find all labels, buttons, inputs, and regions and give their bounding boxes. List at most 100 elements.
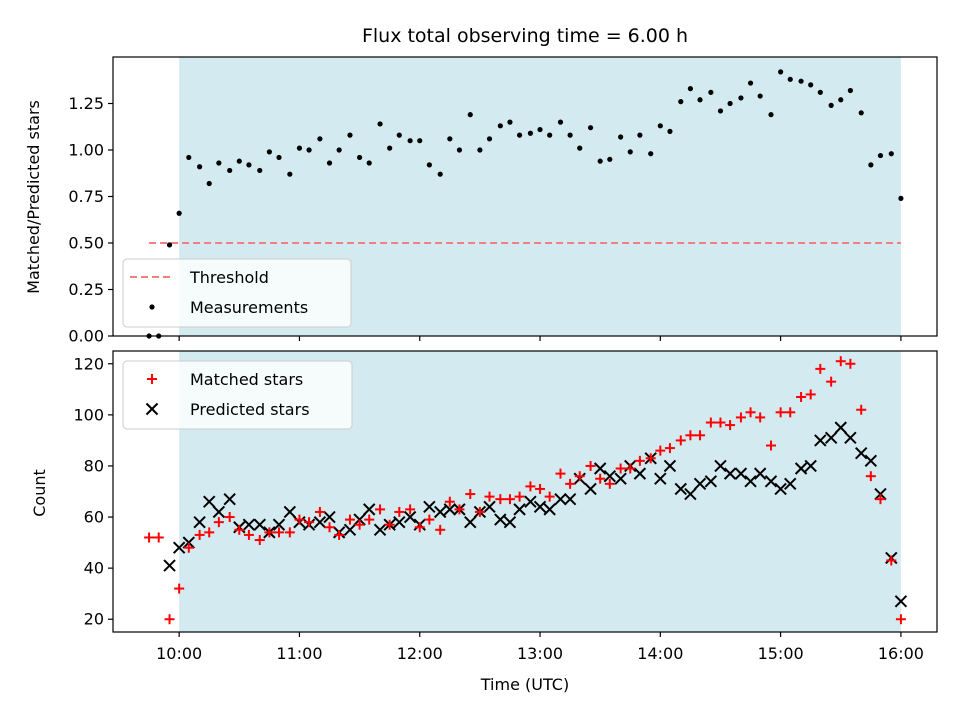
x-axis-label: Time (UTC) — [480, 675, 569, 694]
matched-point — [525, 481, 536, 492]
legend-threshold-label: Threshold — [189, 268, 269, 287]
measurement-point — [557, 119, 564, 125]
measurement-point — [667, 128, 673, 134]
matched-point — [645, 453, 656, 464]
cross-stroke-b — [734, 467, 748, 480]
cross-stroke-b — [272, 518, 286, 531]
y-tick-label: 20 — [84, 610, 104, 629]
matched-point — [856, 404, 867, 415]
matched-point — [604, 478, 615, 489]
predicted-point — [693, 477, 707, 491]
cross-stroke-b — [203, 495, 216, 508]
cross-stroke-b — [464, 515, 477, 529]
measurement-point — [296, 145, 303, 151]
cross-stroke-b — [794, 462, 808, 475]
matched-point — [775, 407, 786, 418]
cross-stroke-b — [323, 510, 336, 524]
predicted-point — [464, 515, 477, 529]
cross-stroke-b — [393, 515, 406, 529]
matched-point — [565, 478, 576, 489]
measurement-point — [597, 158, 603, 164]
legend-predicted-label: Predicted stars — [190, 400, 310, 419]
cross-stroke-b — [524, 495, 537, 508]
predicted-point — [212, 505, 226, 519]
predicted-point — [172, 541, 186, 554]
matched-point — [535, 483, 546, 494]
measurement-point — [236, 158, 242, 164]
predicted-point — [794, 462, 808, 475]
cross-stroke-b — [443, 503, 457, 516]
cross-stroke-b — [193, 515, 206, 529]
measurement-point — [607, 156, 613, 162]
x-tick-label: 12:00 — [397, 644, 443, 663]
predicted-point — [774, 482, 787, 496]
measurement-point — [768, 112, 774, 118]
matched-point — [755, 412, 766, 423]
predicted-point — [433, 505, 447, 519]
predicted-point — [353, 513, 366, 526]
measurement-point — [336, 147, 342, 153]
measurement-point — [577, 145, 583, 151]
cross-stroke-b — [864, 454, 878, 468]
matched-point — [835, 356, 846, 367]
count-y-ticks: 20 40 60 80 100 120 — [73, 354, 113, 629]
matched-point — [826, 376, 837, 387]
cross-stroke-b — [824, 431, 838, 445]
measurement-point — [527, 130, 534, 136]
cross-stroke-b — [163, 559, 176, 572]
cross-stroke-b — [784, 477, 797, 491]
matched-point — [354, 519, 365, 530]
cross-stroke-b — [182, 536, 195, 549]
measurement-point — [708, 89, 714, 95]
measurement-point — [898, 195, 904, 201]
predicted-point — [163, 559, 176, 572]
predicted-point — [723, 467, 737, 480]
measurement-point — [747, 80, 754, 86]
predicted-point — [193, 515, 206, 529]
measurement-point — [547, 132, 553, 138]
matched-point — [805, 389, 816, 400]
measurement-point — [477, 147, 483, 153]
measurement-point — [567, 132, 573, 138]
cross-stroke-b — [503, 515, 517, 529]
measurement-point — [497, 123, 503, 129]
matched-point — [745, 407, 756, 418]
measurement-point — [166, 242, 173, 248]
cross-stroke-b — [353, 513, 366, 526]
predicted-point — [684, 487, 697, 501]
measurement-point — [648, 151, 654, 157]
matched-point — [153, 532, 164, 543]
cross-stroke-b — [894, 595, 908, 608]
cross-stroke-b — [663, 459, 677, 473]
measurement-point — [396, 132, 402, 138]
matched-point — [294, 514, 305, 525]
predicted-point — [182, 536, 195, 549]
measurement-point — [868, 162, 874, 168]
matched-point — [625, 463, 636, 474]
predicted-point — [894, 595, 908, 608]
measurement-point — [176, 210, 182, 216]
matched-point — [375, 504, 386, 515]
predicted-point — [494, 513, 507, 526]
y-tick-label: 120 — [73, 354, 104, 373]
x-tick-label: 16:00 — [878, 644, 924, 663]
matched-point — [705, 417, 716, 428]
matched-point — [284, 527, 295, 538]
matched-point — [234, 524, 245, 535]
predicted-point — [844, 431, 857, 445]
legend-box — [122, 360, 353, 430]
cross-stroke-b — [313, 515, 327, 529]
matched-point — [615, 463, 626, 474]
cross-stroke-b — [684, 487, 697, 501]
measurement-point — [206, 180, 212, 187]
cross-stroke-b — [593, 462, 607, 475]
cross-stroke-b — [433, 505, 447, 519]
cross-stroke-b — [242, 518, 256, 531]
cross-stroke-b — [363, 503, 376, 516]
measurement-point — [356, 154, 363, 161]
cross-stroke-b — [533, 500, 547, 514]
ratio-panel: 0.00 0.25 0.50 0.75 1.00 1.25 Matched/Predict… — [24, 56, 938, 346]
measurement-point — [387, 145, 393, 151]
predicted-point — [242, 518, 256, 531]
matched-point — [144, 532, 155, 543]
